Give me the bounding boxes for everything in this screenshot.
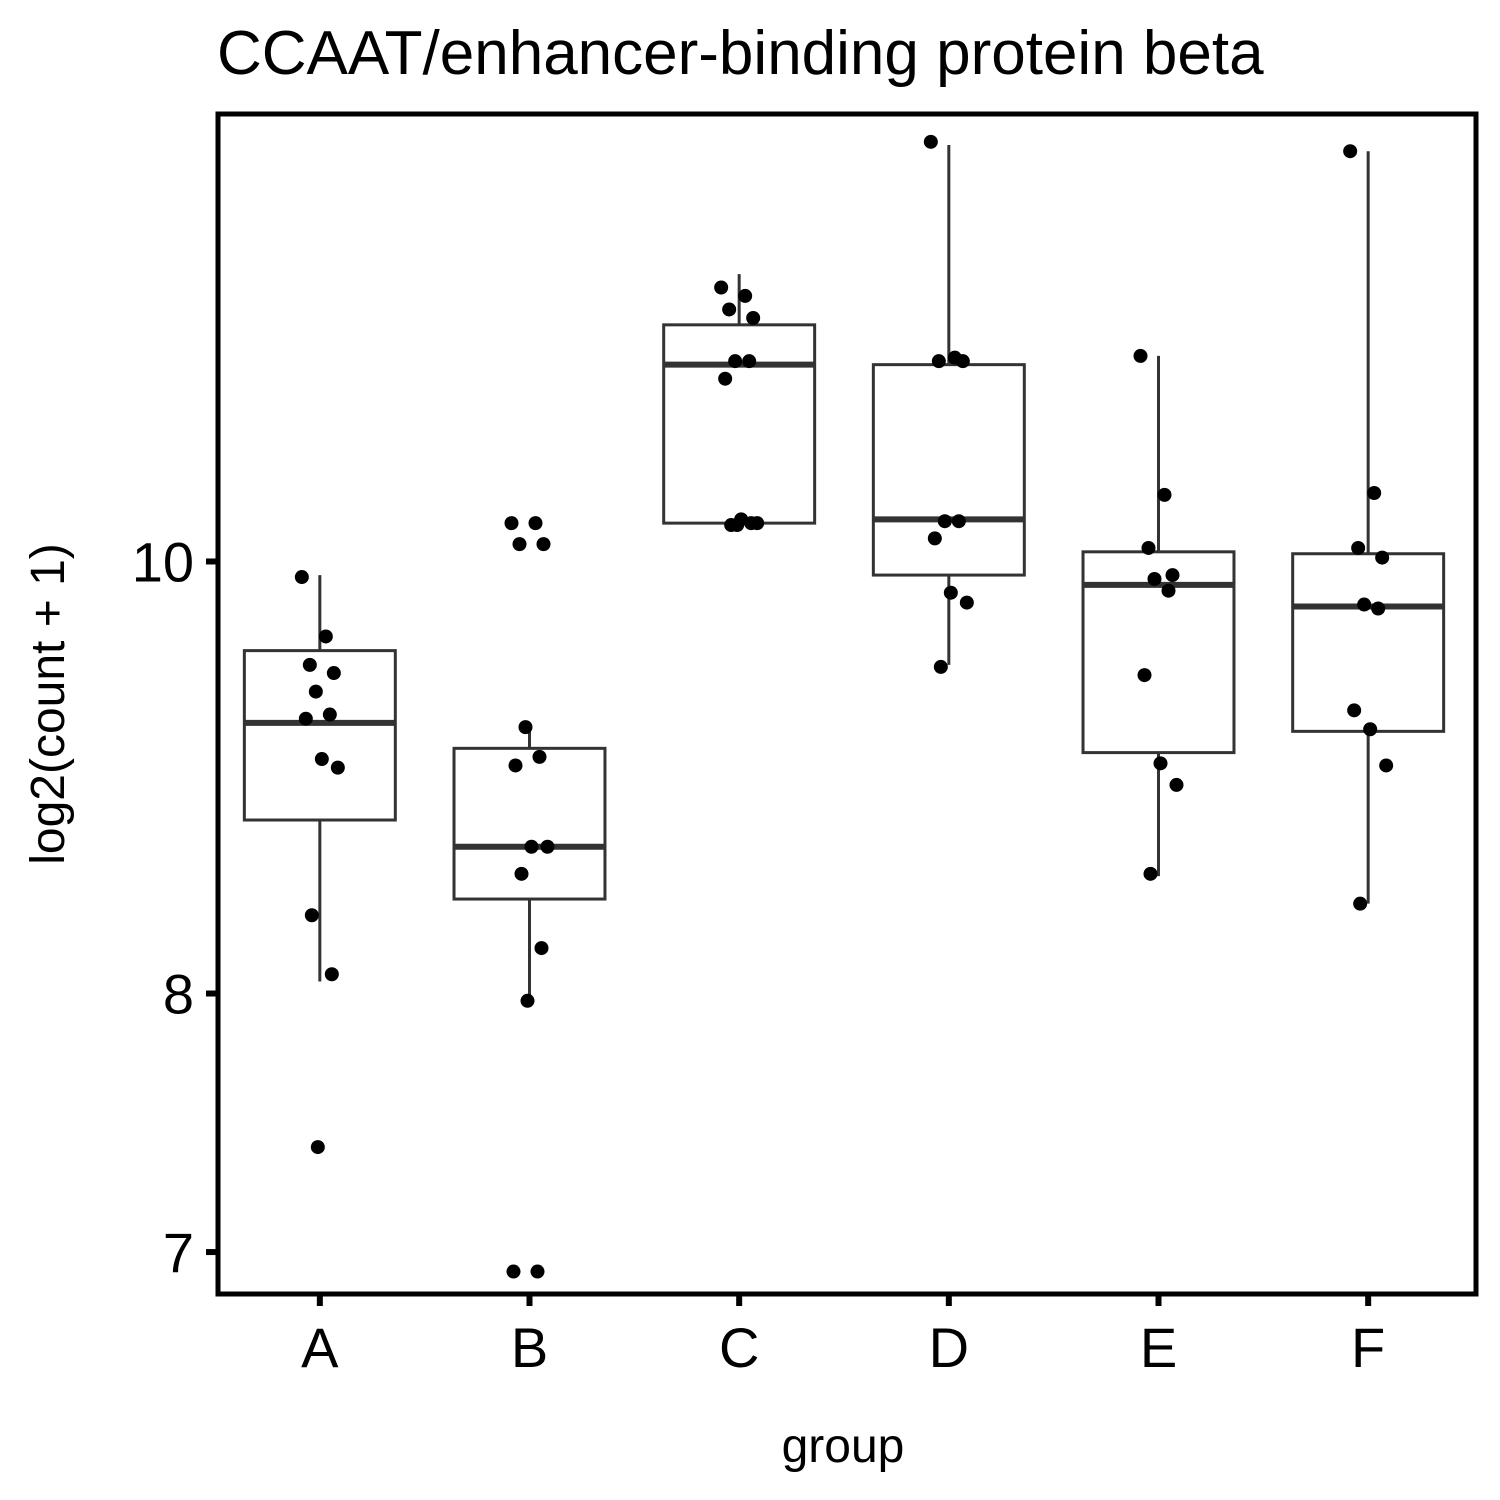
data-point bbox=[1141, 540, 1156, 555]
box bbox=[662, 323, 817, 525]
data-point bbox=[937, 514, 952, 529]
data-point bbox=[951, 514, 966, 529]
data-point bbox=[298, 711, 313, 726]
data-point bbox=[326, 666, 341, 681]
data-point bbox=[744, 516, 759, 531]
box bbox=[452, 746, 607, 901]
data-point bbox=[1351, 540, 1366, 555]
data-point bbox=[528, 516, 543, 531]
data-point bbox=[294, 570, 309, 585]
data-point bbox=[742, 354, 757, 369]
box-group-c bbox=[662, 274, 817, 533]
data-point bbox=[722, 302, 737, 317]
data-point bbox=[730, 518, 745, 533]
data-point bbox=[1137, 668, 1152, 683]
x-tick-label: C bbox=[719, 1316, 759, 1379]
data-point bbox=[1375, 550, 1390, 565]
data-point bbox=[1367, 485, 1382, 500]
box-group-b bbox=[452, 516, 607, 1279]
data-point bbox=[302, 657, 317, 672]
data-point bbox=[304, 908, 319, 923]
y-axis-title: log2(count + 1) bbox=[22, 543, 75, 865]
data-point bbox=[1347, 703, 1362, 718]
data-point bbox=[933, 659, 948, 674]
data-point bbox=[508, 758, 523, 773]
x-tick-label: F bbox=[1351, 1316, 1385, 1379]
data-point bbox=[718, 371, 733, 386]
data-point bbox=[314, 752, 329, 767]
data-point bbox=[534, 941, 549, 956]
data-point bbox=[532, 749, 547, 764]
data-point bbox=[1161, 583, 1176, 598]
data-point bbox=[1363, 722, 1378, 737]
y-tick-label: 7 bbox=[163, 1221, 194, 1284]
data-point bbox=[931, 354, 946, 369]
data-point bbox=[1343, 144, 1358, 159]
data-point bbox=[308, 684, 323, 699]
data-point bbox=[1353, 896, 1368, 911]
x-tick-label: A bbox=[301, 1316, 339, 1379]
data-point bbox=[1371, 601, 1386, 616]
plot-area bbox=[242, 134, 1446, 1279]
data-point bbox=[738, 288, 753, 303]
data-point bbox=[1133, 348, 1148, 363]
data-point bbox=[955, 354, 970, 369]
x-tick-label: B bbox=[511, 1316, 548, 1379]
data-point bbox=[524, 839, 539, 854]
data-point bbox=[923, 134, 938, 149]
data-point bbox=[506, 1264, 521, 1279]
data-point bbox=[512, 537, 527, 552]
data-point bbox=[520, 993, 535, 1008]
data-point bbox=[530, 1264, 545, 1279]
box-group-d bbox=[871, 134, 1026, 674]
data-point bbox=[714, 280, 729, 295]
data-point bbox=[518, 720, 533, 735]
x-axis: A B C D E F bbox=[301, 1294, 1385, 1379]
data-point bbox=[1147, 571, 1162, 586]
data-point bbox=[310, 1140, 325, 1155]
box-group-f bbox=[1291, 144, 1446, 911]
plot-frame bbox=[215, 111, 1479, 1297]
x-axis-title: group bbox=[782, 1420, 905, 1473]
data-point bbox=[1165, 568, 1180, 583]
box bbox=[871, 363, 1026, 577]
data-point bbox=[1357, 597, 1372, 612]
x-tick-label: E bbox=[1140, 1316, 1177, 1379]
box-group-e bbox=[1081, 348, 1236, 881]
data-point bbox=[728, 354, 743, 369]
box-group-a bbox=[242, 570, 397, 1155]
data-point bbox=[1169, 777, 1184, 792]
data-point bbox=[1143, 866, 1158, 881]
data-point bbox=[536, 537, 551, 552]
y-tick-label: 8 bbox=[163, 963, 194, 1026]
data-point bbox=[746, 310, 761, 325]
y-axis: 7 8 10 bbox=[132, 530, 218, 1284]
data-point bbox=[322, 707, 337, 722]
data-point bbox=[1157, 487, 1172, 502]
data-point bbox=[318, 629, 333, 644]
data-point bbox=[324, 967, 339, 982]
data-point bbox=[514, 866, 529, 881]
box bbox=[1291, 552, 1446, 733]
y-tick-label: 10 bbox=[132, 530, 194, 593]
data-point bbox=[959, 595, 974, 610]
data-point bbox=[1379, 758, 1394, 773]
data-point bbox=[1153, 756, 1168, 771]
data-point bbox=[540, 839, 555, 854]
chart-title: CCAAT/enhancer-binding protein beta bbox=[217, 19, 1264, 88]
data-point bbox=[330, 760, 345, 775]
data-point bbox=[504, 516, 519, 531]
data-point bbox=[943, 585, 958, 600]
x-tick-label: D bbox=[929, 1316, 969, 1379]
data-point bbox=[927, 531, 942, 546]
box bbox=[242, 649, 397, 822]
